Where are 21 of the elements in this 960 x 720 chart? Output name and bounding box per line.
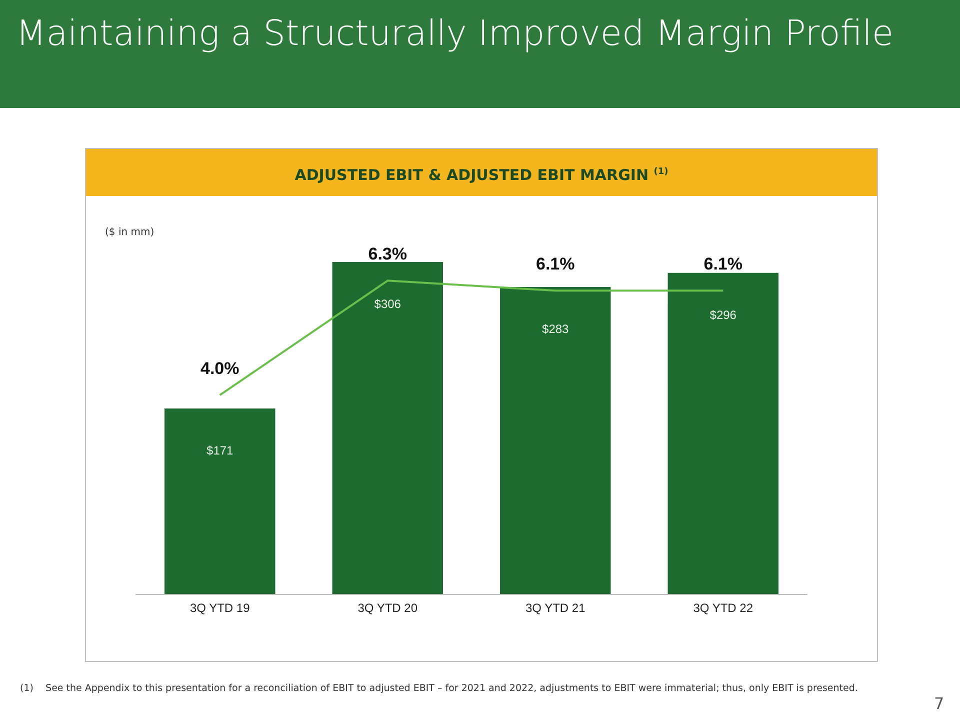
data-label: $171	[206, 443, 234, 458]
x-tick-label: 3Q YTD 21	[525, 601, 586, 615]
x-tick-label: 3Q YTD 22	[693, 601, 754, 615]
text: 7	[934, 694, 944, 713]
chart-subtitle: ADJUSTED EBIT & ADJUSTED EBIT MARGIN $^{(1)}$	[86, 149, 877, 196]
bar	[332, 262, 443, 594]
data-label: 6.1%	[536, 254, 575, 274]
bar	[668, 272, 778, 594]
data-label: 6.3%	[368, 244, 407, 264]
data-label: $296	[710, 308, 737, 322]
data-label: 4.0%	[200, 359, 240, 378]
data-label: $306	[374, 297, 402, 312]
y-axis-title: ($ in mm)	[105, 227, 154, 238]
bar	[500, 286, 611, 594]
text: (1) See the Appendix to this presentation for a reconciliation of EBIT to adjusted EBIT – for 2021 and 2022, adjustments to EBIT were immaterial; thus, only EBIT is presented.	[20, 683, 859, 694]
chart-title: Maintaining a Structurally Improved Margin Profile	[0, 0, 960, 108]
data-label: $283	[542, 322, 570, 336]
x-tick-label: 3Q YTD 19	[190, 601, 250, 615]
bar	[164, 408, 276, 594]
data-label: 6.1%	[704, 254, 742, 274]
x-tick-label: 3Q YTD 20	[358, 601, 418, 615]
